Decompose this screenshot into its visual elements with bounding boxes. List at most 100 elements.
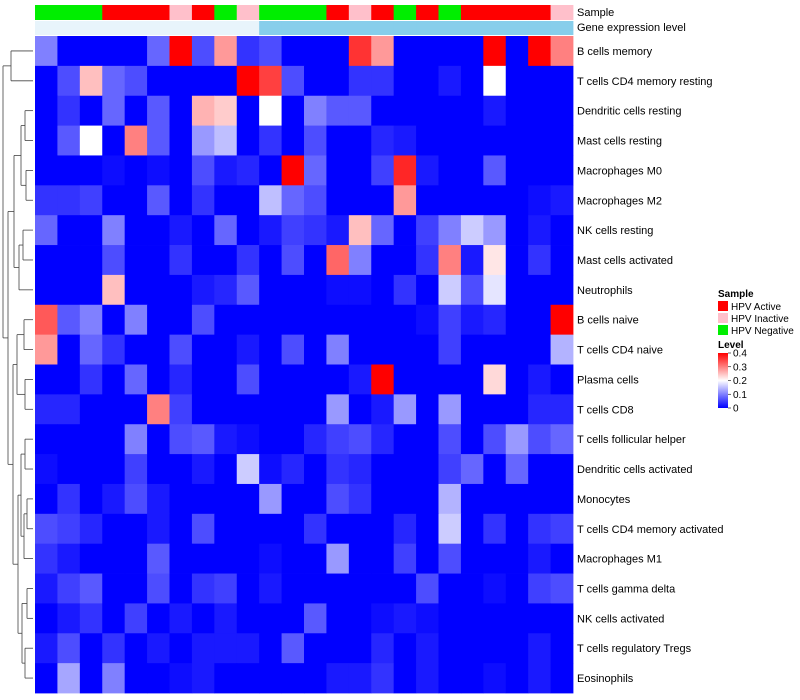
heatmap-cell — [102, 334, 126, 365]
heatmap-cell — [505, 334, 529, 365]
expression-annotation-cell — [147, 21, 170, 35]
heatmap-cell — [79, 513, 103, 545]
heatmap-cell — [550, 304, 574, 336]
heatmap-cell — [483, 185, 507, 216]
track-label-gene-expression: Gene expression level — [577, 22, 686, 34]
sample-annotation-cell — [326, 5, 350, 20]
heatmap-cell — [528, 663, 551, 694]
heatmap-cell — [35, 125, 58, 156]
heatmap-cell — [460, 125, 484, 156]
heatmap-cell — [147, 454, 170, 485]
heatmap-cell — [505, 65, 529, 97]
expression-annotation-cell — [304, 21, 327, 35]
row-label: Dendritic cells resting — [577, 106, 682, 118]
heatmap-cell — [438, 304, 462, 336]
expression-annotation-cell — [505, 21, 529, 35]
heatmap-cell — [528, 543, 551, 574]
heatmap-cell — [416, 185, 439, 216]
heatmap-cell — [214, 424, 238, 455]
heatmap-cell — [438, 573, 462, 604]
heatmap-cell — [460, 334, 484, 365]
heatmap-cell — [79, 36, 103, 67]
heatmap-cell — [236, 155, 260, 186]
heatmap-cell — [57, 573, 81, 604]
heatmap-cell — [57, 155, 81, 186]
heatmap-cell — [147, 334, 170, 365]
heatmap-cell — [259, 573, 282, 604]
heatmap-cell — [124, 95, 148, 126]
heatmap-cell — [348, 633, 372, 664]
heatmap-cell — [438, 334, 462, 365]
heatmap-cell — [371, 513, 395, 545]
heatmap-cell — [79, 185, 103, 216]
heatmap-cell — [326, 543, 350, 574]
heatmap-cell — [57, 95, 81, 126]
heatmap-cell — [550, 125, 574, 156]
row-label: T cells gamma delta — [577, 583, 676, 595]
heatmap-cell — [57, 603, 81, 634]
heatmap-cell — [102, 125, 126, 156]
heatmap-cell — [236, 663, 260, 694]
level-legend-title: Level — [718, 340, 744, 351]
heatmap-cell — [326, 364, 350, 395]
heatmap-cell — [483, 65, 507, 97]
expression-annotation-cell — [79, 21, 103, 35]
sample-annotation-cell — [393, 5, 417, 20]
heatmap-cell — [550, 245, 574, 276]
heatmap-cell — [393, 65, 417, 97]
heatmap-cell — [304, 603, 327, 634]
heatmap-cell — [236, 633, 260, 664]
heatmap-cell — [348, 185, 372, 216]
heatmap-cell — [169, 65, 193, 97]
heatmap-cell — [35, 483, 58, 515]
heatmap-cell — [550, 215, 574, 246]
heatmap-cell — [438, 215, 462, 246]
heatmap-cell — [191, 633, 215, 664]
heatmap-cell — [147, 364, 170, 395]
heatmap-cell — [505, 424, 529, 455]
heatmap-cell — [304, 513, 327, 545]
heatmap-cell — [460, 245, 484, 276]
heatmap-cell — [236, 364, 260, 395]
heatmap-cell — [304, 454, 327, 485]
sample-annotation-cell — [304, 5, 327, 20]
heatmap-cell — [550, 36, 574, 67]
heatmap-cell — [35, 603, 58, 634]
heatmap-cell — [438, 185, 462, 216]
heatmap-cell — [79, 95, 103, 126]
heatmap-cell — [348, 424, 372, 455]
heatmap-cell — [57, 424, 81, 455]
heatmap-cell — [438, 394, 462, 425]
row-label: Macrophages M0 — [577, 165, 662, 177]
heatmap-cell — [304, 155, 327, 186]
row-label: T cells CD8 — [577, 404, 634, 416]
annotation-tracks — [35, 5, 574, 35]
sample-annotation-cell — [191, 5, 215, 20]
heatmap-cell — [438, 633, 462, 664]
row-label: Neutrophils — [577, 285, 633, 297]
heatmap-cell — [371, 633, 395, 664]
heatmap-cell — [438, 483, 462, 515]
heatmap-cell — [214, 95, 238, 126]
heatmap-cell — [214, 663, 238, 694]
heatmap-cell — [528, 304, 551, 336]
heatmap-cell — [416, 603, 439, 634]
heatmap-cell — [35, 334, 58, 365]
heatmap-cell — [214, 274, 238, 306]
sample-annotation-cell — [550, 5, 574, 20]
heatmap-cell — [550, 603, 574, 634]
heatmap-cell — [550, 513, 574, 545]
heatmap-cell — [371, 65, 395, 97]
heatmap-cell — [102, 633, 126, 664]
heatmap-cell — [191, 573, 215, 604]
heatmap-cell — [438, 424, 462, 455]
heatmap-cell — [214, 36, 238, 67]
heatmap-cell — [147, 483, 170, 515]
heatmap-cell — [550, 95, 574, 126]
heatmap-cell — [281, 215, 305, 246]
heatmap-cell — [57, 513, 81, 545]
heatmap-cell — [124, 483, 148, 515]
legend-label-hpv-inactive: HPV Inactive — [731, 314, 789, 325]
heatmap-cell — [169, 36, 193, 67]
heatmap-cell — [147, 573, 170, 604]
